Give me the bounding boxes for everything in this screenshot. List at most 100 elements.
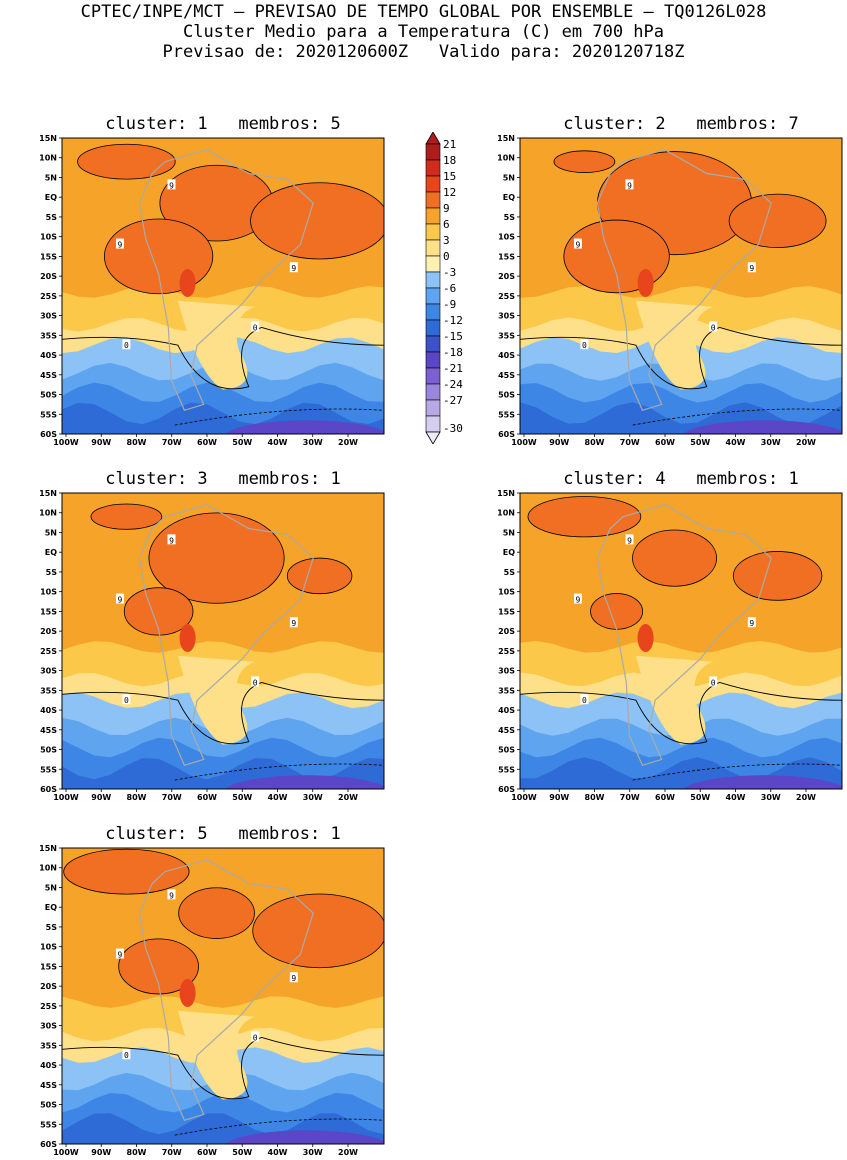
warm-region — [90, 503, 163, 530]
lat-label: 25S — [40, 647, 57, 656]
contour-label-warm: 9 — [627, 181, 632, 190]
cold-core — [225, 775, 384, 789]
lat-label: 25S — [498, 647, 515, 656]
panel-title-2: cluster: 2 membros: 7 — [563, 114, 799, 134]
lat-label: 60S — [498, 430, 515, 439]
colorbar-swatch — [425, 207, 441, 225]
lat-label: EQ — [45, 548, 57, 557]
lat-label: 45S — [498, 726, 515, 735]
colorbar-swatch — [425, 303, 441, 321]
lat-label: 40S — [498, 706, 515, 715]
lat-label: 10S — [498, 233, 515, 242]
header-line-2: Cluster Medio para a Temperatura (C) em … — [182, 22, 665, 42]
lat-label: 15S — [40, 252, 57, 261]
lat-label: 35S — [40, 686, 57, 695]
lon-label: 90W — [549, 793, 569, 802]
lat-label: 10S — [40, 233, 57, 242]
lat-label: 5S — [46, 923, 58, 932]
colorbar-swatch — [425, 351, 441, 369]
lat-label: 5S — [504, 213, 516, 222]
lon-label: 90W — [91, 438, 111, 447]
lat-label: 45S — [40, 371, 57, 380]
zero-contour — [520, 326, 842, 390]
contour-label-zero: 0 — [711, 323, 716, 332]
lat-label: 20S — [40, 982, 57, 991]
lat-label: 25S — [40, 292, 57, 301]
map-svg-4: 9 9 9 0 0 15N 10N 5N EQ 5S 10S 15S 20S 25S 30S 35S 40S 45… — [497, 489, 843, 802]
colorbar-label: 21 — [443, 138, 456, 151]
lat-label: 25S — [40, 1002, 57, 1011]
colorbar-label: 0 — [443, 250, 450, 263]
coastline — [596, 149, 772, 412]
contour-label-zero-box — [122, 1049, 131, 1060]
zero-contour — [62, 681, 384, 745]
colorbar-swatch — [425, 191, 441, 209]
lon-label: 40W — [268, 1148, 288, 1157]
lon-label: 30W — [303, 438, 323, 447]
lon-label: 30W — [761, 793, 781, 802]
contour-label-zero: 0 — [582, 341, 587, 350]
lon-label: 80W — [585, 793, 605, 802]
warm-region — [590, 593, 644, 630]
lat-label: 10N — [497, 509, 515, 518]
map-panel-4: 9 9 9 0 0 15N 10N 5N EQ 5S 10S 15S 20S 25S 30S 35S 40S 45… — [470, 487, 847, 805]
colorbar-label: -15 — [443, 330, 463, 343]
hot-spot — [179, 979, 196, 1008]
lat-label: 5N — [45, 173, 57, 182]
map-panel-1: 9 9 9 0 0 15N 10N 5N EQ 5S 10S 15S 20S 25S 30S 35S 40S 45… — [12, 132, 394, 450]
contour-label-zero: 0 — [124, 696, 129, 705]
colorbar-label: -30 — [443, 422, 463, 435]
lat-label: 60S — [40, 785, 57, 794]
lat-label: 5S — [46, 568, 58, 577]
lat-label: 20S — [498, 272, 515, 281]
header-line-3: Previsao de: 2020120600Z Valido para: 20… — [162, 42, 685, 62]
lat-label: 45S — [40, 726, 57, 735]
lon-label: 90W — [91, 1148, 111, 1157]
lat-label: 10N — [39, 154, 57, 163]
map-frame — [519, 492, 843, 790]
lat-label: 35S — [40, 1041, 57, 1050]
lat-label: 45S — [498, 371, 515, 380]
contour-label-zero-box — [709, 321, 718, 332]
map-svg-3: 9 9 9 0 0 15N 10N 5N EQ 5S 10S 15S 20S 25S 30S 35S 40S 45… — [39, 489, 385, 802]
lon-label: 60W — [655, 438, 675, 447]
lon-label: 20W — [796, 438, 816, 447]
lon-label: 100W — [53, 438, 79, 447]
colorbar-swatch — [425, 319, 441, 337]
warm-region — [178, 887, 255, 939]
lon-label: 70W — [162, 1148, 182, 1157]
colorbar-label: -12 — [443, 314, 463, 327]
contour-label-warm: 9 — [749, 264, 754, 273]
cold-core — [683, 420, 842, 434]
contour-label-zero: 0 — [124, 1051, 129, 1060]
lat-label: 5S — [46, 213, 58, 222]
colorbar-swatch — [425, 399, 441, 417]
lon-label: 50W — [232, 438, 252, 447]
panel-title-3: cluster: 3 membros: 1 — [105, 469, 341, 489]
lat-label: 20S — [498, 627, 515, 636]
lon-label: 100W — [511, 793, 537, 802]
colorbar-swatch — [425, 383, 441, 401]
warm-region — [252, 893, 384, 969]
lon-label: 90W — [91, 793, 111, 802]
contour-label-warm: 9 — [627, 536, 632, 545]
contour-label-warm: 9 — [169, 181, 174, 190]
colorbar-swatch — [425, 239, 441, 257]
hot-spot — [637, 269, 654, 298]
colorbar-label: -6 — [443, 282, 456, 295]
colorbar-label: -18 — [443, 346, 463, 359]
lat-label: 30S — [40, 312, 57, 321]
lat-label: 45S — [40, 1081, 57, 1090]
contour-label-zero: 0 — [253, 1033, 258, 1042]
colorbar-top-arrow — [425, 131, 441, 145]
dashed-contour — [174, 408, 384, 426]
lat-label: 15N — [39, 844, 57, 853]
lat-label: 55S — [40, 410, 57, 419]
lat-label: 35S — [40, 331, 57, 340]
lat-label: 20S — [40, 272, 57, 281]
warm-region — [728, 193, 827, 249]
lat-label: 15N — [497, 134, 515, 143]
zero-contour — [62, 1036, 384, 1100]
lat-label: 30S — [498, 312, 515, 321]
contour-label-warm: 9 — [118, 951, 123, 960]
